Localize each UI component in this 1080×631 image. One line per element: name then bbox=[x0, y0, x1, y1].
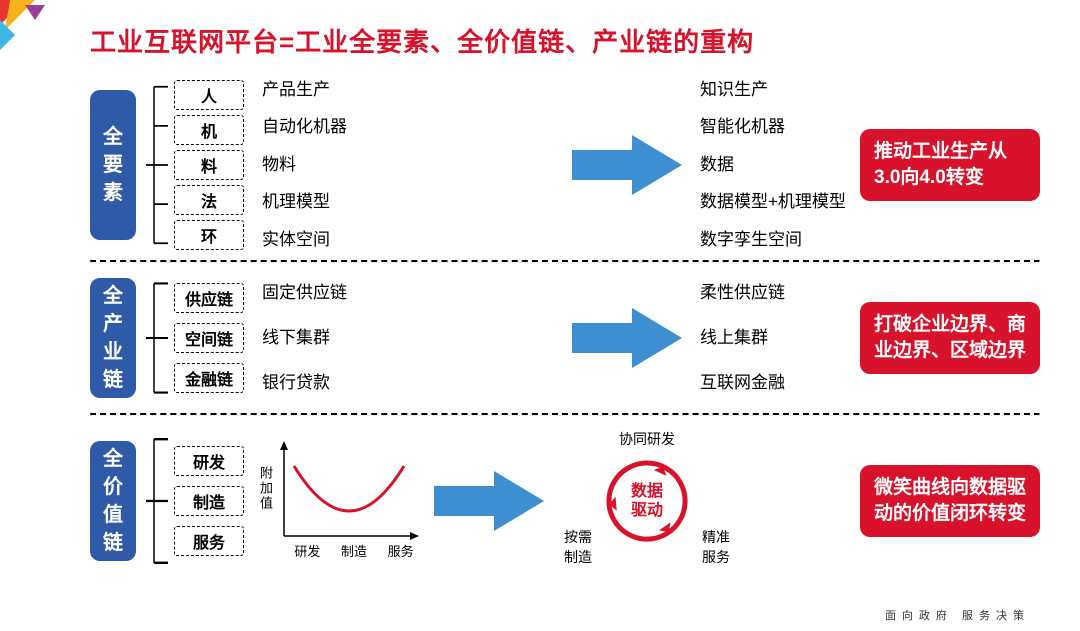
item-box: 机 bbox=[174, 115, 244, 145]
item-box: 料 bbox=[174, 150, 244, 180]
smile-curve-chart: 附加值 研发 制造 服务 bbox=[254, 436, 424, 566]
item-box: 人 bbox=[174, 80, 244, 110]
page-title: 工业互联网平台=工业全要素、全价值链、产业链的重构 bbox=[90, 22, 754, 59]
pill-value: 全 价 值 链 bbox=[90, 441, 136, 561]
bracket-icon bbox=[144, 70, 170, 260]
pill-elements: 全 要 素 bbox=[90, 90, 136, 240]
bracket-icon bbox=[144, 416, 170, 586]
items-list-1: 人 机 料 法 环 bbox=[174, 80, 244, 250]
item-box: 研发 bbox=[174, 446, 244, 476]
content-area: 全 要 素 人 机 料 法 环 产品生产 自动化机器 物料 机理模型 实体空间 bbox=[90, 70, 1040, 611]
item-box: 制造 bbox=[174, 486, 244, 516]
bracket-icon bbox=[144, 263, 170, 413]
circle-center-label: 数据 驱动 bbox=[631, 482, 663, 520]
outcome-box-2: 打破企业边界、商业边界、区域边界 bbox=[860, 302, 1040, 373]
item-box: 法 bbox=[174, 185, 244, 215]
arrow-icon bbox=[434, 471, 544, 531]
section-industry-chain: 全 产 业 链 供应链 空间链 金融链 固定供应链 线下集群 银行贷款 柔性供应… bbox=[90, 263, 1040, 413]
item-box: 金融链 bbox=[174, 363, 244, 393]
pill-industry: 全 产 业 链 bbox=[90, 278, 136, 398]
outcome-box-1: 推动工业生产从3.0向4.0转变 bbox=[860, 129, 1040, 200]
item-box: 环 bbox=[174, 220, 244, 250]
arrow-icon bbox=[572, 308, 682, 368]
arrow-1 bbox=[572, 135, 682, 195]
after-list-2: 柔性供应链 线上集群 互联网金融 bbox=[700, 283, 860, 393]
x-axis-labels: 研发 制造 服务 bbox=[284, 541, 424, 560]
arrow-3 bbox=[434, 471, 544, 531]
arrow-2 bbox=[572, 308, 682, 368]
data-driven-circle: 数据 驱动 协同研发 按需 制造 精准 服务 bbox=[562, 431, 732, 571]
items-list-3: 研发 制造 服务 bbox=[174, 446, 244, 556]
corner-decoration bbox=[0, 0, 60, 60]
circle-label-bl: 按需 制造 bbox=[564, 527, 592, 567]
circle-label-top: 协同研发 bbox=[619, 429, 675, 449]
section-all-elements: 全 要 素 人 机 料 法 环 产品生产 自动化机器 物料 机理模型 实体空间 bbox=[90, 70, 1040, 260]
before-list-1: 产品生产 自动化机器 物料 机理模型 实体空间 bbox=[262, 80, 347, 250]
circle-label-br: 精准 服务 bbox=[702, 527, 730, 567]
arrow-icon bbox=[572, 135, 682, 195]
footer-text: 面向政府 服务决策 bbox=[885, 607, 1030, 623]
items-list-2: 供应链 空间链 金融链 bbox=[174, 283, 244, 393]
item-box: 服务 bbox=[174, 526, 244, 556]
y-axis-label: 附加值 bbox=[256, 466, 275, 511]
section-value-chain: 全 价 值 链 研发 制造 服务 附加值 研发 制造 bbox=[90, 416, 1040, 586]
item-box: 空间链 bbox=[174, 323, 244, 353]
before-list-2: 固定供应链 线下集群 银行贷款 bbox=[262, 283, 347, 393]
outcome-box-3: 微笑曲线向数据驱动的价值闭环转变 bbox=[860, 465, 1040, 536]
item-box: 供应链 bbox=[174, 283, 244, 313]
after-list-1: 知识生产 智能化机器 数据 数据模型+机理模型 数字孪生空间 bbox=[700, 80, 860, 250]
